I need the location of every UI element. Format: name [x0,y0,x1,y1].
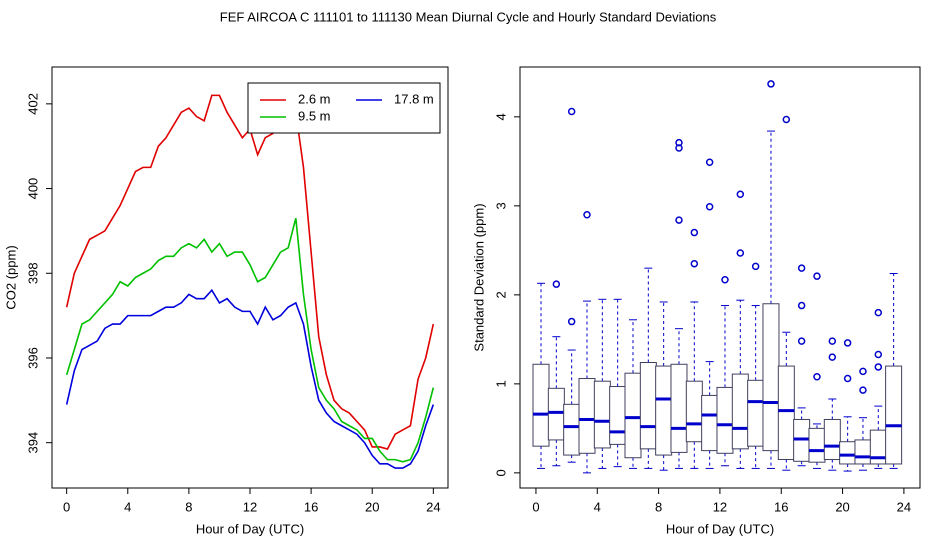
box [839,441,857,465]
outlier [751,262,760,271]
outlier [843,374,852,383]
box [655,365,673,456]
x-tick-label: 8 [185,499,192,514]
x-tick-label: 0 [532,499,539,514]
x-tick-label: 4 [124,499,131,514]
x-tick-label: 12 [243,499,257,514]
legend-label: 9.5 m [298,108,331,123]
outlier [813,272,821,280]
box [701,394,719,452]
outlier [690,228,699,237]
outlier [797,337,806,345]
outlier [859,367,867,376]
series-line [65,288,435,469]
box [593,380,611,449]
outlier [874,308,883,317]
box [685,380,703,443]
outlier [675,216,683,224]
legend-label: 2.6 m [298,91,331,106]
outlier [828,353,837,361]
outlier [705,202,714,211]
x-tick-label: 12 [713,499,727,514]
x-tick-label: 8 [655,499,662,514]
box [563,403,581,456]
outlier [567,107,576,116]
outlier [567,317,576,326]
box [885,365,903,465]
outlier [843,339,852,347]
y-tick-label: 4 [493,113,508,120]
y-tick-label: 1 [493,380,508,387]
y-axis-title: CO2 (ppm) [3,245,18,309]
box [747,379,765,447]
box [578,378,596,454]
x-axis-title: Hour of Day (UTC) [196,521,304,536]
x-tick-label: 0 [63,499,70,514]
y-tick-label: 2 [493,291,508,298]
x-axis-title: Hour of Day (UTC) [666,521,774,536]
box [532,363,550,447]
box [670,363,688,453]
x-tick-label: 16 [304,499,318,514]
series-line [65,94,435,450]
outlier [705,158,714,166]
outlier [797,264,806,272]
y-axis-title: Standard Deviation (ppm) [471,203,486,351]
y-tick-label: 3 [493,202,508,209]
outlier [690,259,699,268]
outlier [721,275,729,284]
outlier [828,337,837,345]
x-tick-label: 24 [897,499,911,514]
outlier [874,350,883,359]
box [823,418,841,461]
box [639,362,657,450]
chart-title: FEF AIRCOA C 111101 to 111130 Mean Diurn… [220,9,717,24]
y-tick-label: 402 [25,93,40,115]
x-tick-label: 4 [594,499,601,514]
outlier [736,190,745,199]
box [808,427,826,463]
outlier [859,386,867,394]
box [547,387,565,441]
series-line [65,218,435,463]
x-tick-label: 20 [835,499,849,514]
outlier [675,138,683,147]
outlier [583,211,591,219]
box [777,365,795,461]
y-tick-label: 394 [25,432,40,454]
legend-box [247,82,441,134]
y-tick-label: 400 [25,178,40,200]
box [854,439,872,465]
outlier [782,115,791,124]
y-tick-label: 396 [25,347,40,369]
box [624,372,642,459]
x-tick-label: 16 [774,499,788,514]
outlier [767,80,775,88]
box [762,303,780,452]
box [609,386,627,445]
legend-label: 17.8 m [394,91,434,106]
outlier [813,372,821,381]
box [731,373,749,450]
box [716,386,734,454]
outlier [736,249,745,257]
y-tick-label: 0 [493,469,508,476]
y-tick-label: 398 [25,262,40,284]
outlier [797,301,806,310]
x-tick-label: 24 [426,499,440,514]
outlier [874,363,883,371]
x-tick-label: 20 [365,499,379,514]
outlier [552,280,561,288]
